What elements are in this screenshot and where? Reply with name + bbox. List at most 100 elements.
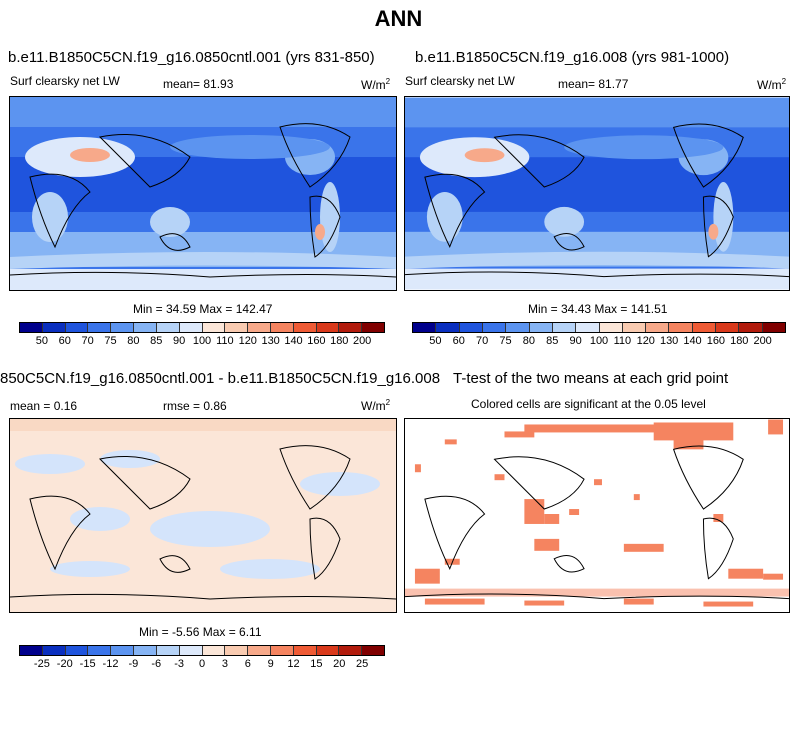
colorbar-abs-right-swatch [436,323,460,332]
colorbar-abs-left [19,322,385,333]
colorbar-diff-tick-label: 6 [244,658,251,670]
colorbar-abs-left-tick-label: 70 [81,335,94,347]
colorbar-diff-swatch [339,646,363,655]
panel4-map-field [405,419,789,612]
colorbar-abs-left-tick-label: 200 [352,335,372,347]
colorbar-diff-swatch [134,646,157,655]
colorbar-abs-left-swatch [20,323,43,332]
colorbar-diff-swatch [88,646,112,655]
panel2-units: W/m2 [757,77,787,92]
colorbar-abs-left-swatch [225,323,249,332]
colorbar-abs-right-swatch [576,323,600,332]
colorbar-abs-left-swatch [42,323,66,332]
colorbar-abs-left-tick-label: 50 [35,335,48,347]
colorbar-abs-right-swatch [739,323,763,332]
colorbar-abs-left-tick-label: 80 [127,335,140,347]
colorbar-abs-right-swatch [669,323,693,332]
colorbar-abs-right-tick-label: 200 [753,335,772,347]
panel4-title: T-test of the two means at each grid poi… [453,370,729,387]
colorbar-abs-right-tick-label: 85 [546,335,559,347]
panel1-map [9,96,397,291]
colorbar-abs-right-swatch [529,323,553,332]
colorbar-abs-left-swatch [293,323,317,332]
colorbar-abs-left-swatch [156,323,180,332]
colorbar-abs-right-swatch [506,323,530,332]
panel2-title: b.e11.B1850C5CN.f19_g16.008 (yrs 981-100… [415,49,730,66]
colorbar-diff-swatch [65,646,89,655]
colorbar-diff-tick-label: 25 [356,658,369,670]
panel3-rmse: rmse = 0.86 [163,399,227,413]
colorbar-diff-tick-label: -20 [56,658,73,670]
colorbar-diff-swatch [156,646,180,655]
colorbar-abs-left-swatch [65,323,89,332]
colorbar-abs-left-labels: 50 60 70 75 80 85 90 100 110 120 130 140 160 180 200 [19,335,385,349]
colorbar-diff-tick-label: -12 [102,658,119,670]
colorbar-abs-left-tick-label: 90 [173,335,186,347]
panel2-map-field [405,97,789,290]
colorbar-abs-left-tick-label: 110 [216,335,234,347]
colorbar-diff-labels: -25 -20 -15 -12 -9 -6 -3 0 3 6 9 12 15 20 25 [19,658,385,672]
colorbar-diff-swatch [111,646,135,655]
panel3-mean: mean = 0.16 [10,399,78,413]
panel3-units: W/m2 [361,398,391,413]
colorbar-abs-left-tick-label: 120 [238,335,257,347]
colorbar-abs-right-tick-label: 90 [569,335,582,347]
colorbar-diff-swatch [179,646,203,655]
colorbar-abs-right-swatch [552,323,577,332]
colorbar-abs-left-swatch [202,323,226,332]
colorbar-diff-swatch [293,646,317,655]
colorbar-diff-tick-label: -3 [174,658,185,670]
colorbar-diff-swatch [270,646,294,655]
colorbar-abs-right-swatch [599,323,623,332]
colorbar-abs-right-swatch [622,323,647,332]
colorbar-abs-left-swatch [316,323,340,332]
panel1-mean: mean= 81.93 [163,77,234,91]
colorbar-diff-swatch [316,646,340,655]
colorbar-abs-left-tick-label: 160 [307,335,326,347]
colorbar-diff-tick-label: 15 [310,658,323,670]
colorbar-abs-right-tick-label: 180 [730,335,749,347]
colorbar-abs-left-tick-label: 85 [150,335,163,347]
colorbar-diff-swatch [202,646,226,655]
colorbar-abs-left-swatch [248,323,271,332]
colorbar-abs-right-swatch [762,323,785,332]
colorbar-abs-right-swatch [413,323,437,332]
panel1-map-field [10,97,396,290]
colorbar-abs-right-tick-label: 100 [589,335,609,347]
colorbar-diff-tick-label: 12 [287,658,300,670]
panel3-minmax: Min = -5.56 Max = 6.11 [139,625,262,639]
colorbar-diff-tick-label: -25 [33,658,50,670]
panel3-title: 850C5CN.f19_g16.0850cntl.001 - b.e11.B18… [0,370,441,387]
colorbar-abs-right-tick-label: 75 [499,335,512,347]
colorbar-diff-swatch [248,646,271,655]
colorbar-abs-right-tick-label: 80 [522,335,535,347]
colorbar-abs-right-swatch [716,323,740,332]
colorbar-diff-tick-label: -15 [79,658,96,670]
colorbar-abs-left-tick-label: 100 [192,335,212,347]
panel1-minmax: Min = 34.59 Max = 142.47 [133,302,273,316]
panel4-map [404,418,790,613]
colorbar-diff-tick-label: -6 [151,658,162,670]
colorbar-abs-right-tick-label: 110 [613,335,632,347]
colorbar-abs-left-swatch [134,323,157,332]
colorbar-diff [19,645,385,656]
colorbar-diff-tick-label: -9 [128,658,139,670]
panel2-minmax: Min = 34.43 Max = 141.51 [528,302,668,316]
colorbar-diff-tick-label: 9 [267,658,274,670]
colorbar-diff-swatch [42,646,66,655]
panel2-map [404,96,790,291]
colorbar-diff-tick-label: 20 [333,658,346,670]
colorbar-diff-swatch [225,646,249,655]
panel3-map [9,418,397,613]
colorbar-abs-right-tick-label: 160 [706,335,726,347]
colorbar-abs-right-swatch [459,323,483,332]
colorbar-diff-swatch [362,646,384,655]
colorbar-abs-right-tick-label: 70 [476,335,489,347]
colorbar-diff-tick-label: 3 [221,658,228,670]
figure-title: ANN [374,6,423,31]
colorbar-abs-right-tick-label: 130 [659,335,679,347]
panel2-mean: mean= 81.77 [558,77,629,91]
colorbar-abs-right-tick-label: 60 [452,335,465,347]
panel4-subtitle: Colored cells are significant at the 0.0… [471,397,706,411]
colorbar-abs-right-labels: 50 60 70 75 80 85 90 100 110 120 130 140 160 180 200 [412,335,786,349]
